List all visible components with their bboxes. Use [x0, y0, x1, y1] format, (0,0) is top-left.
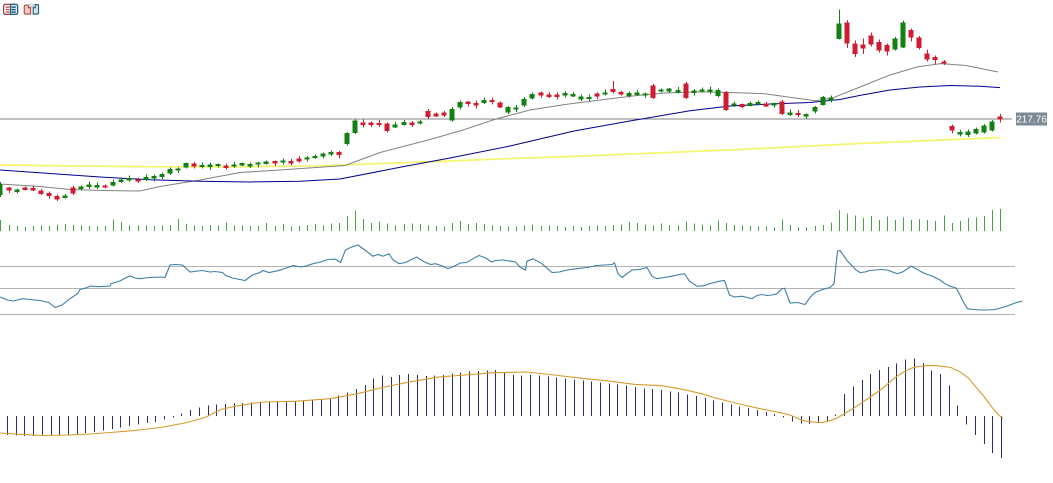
- svg-text:217.76: 217.76: [1016, 115, 1047, 126]
